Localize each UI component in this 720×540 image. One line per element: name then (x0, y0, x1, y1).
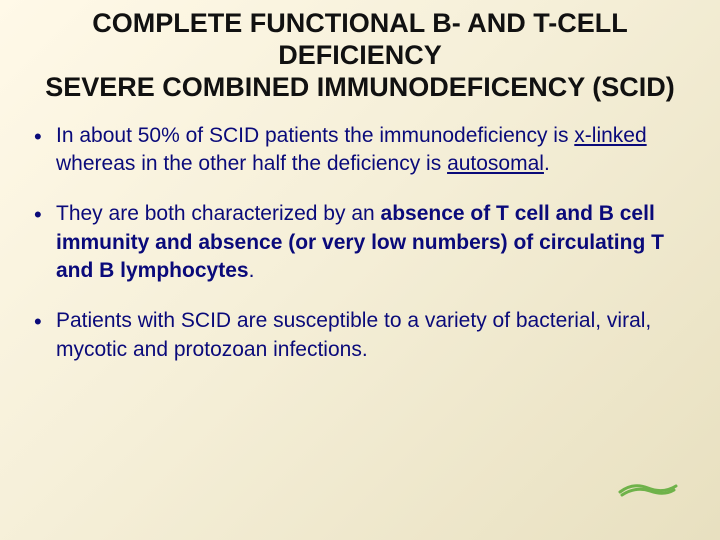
bullet-text: . (249, 259, 255, 282)
bullet-text: . (544, 152, 550, 175)
bullet-text: They are both characterized by an (56, 202, 381, 225)
underlined-term: autosomal (447, 152, 544, 175)
title-line-2: SEVERE COMBINED IMMUNODEFICENCY (SCID) (45, 72, 675, 102)
slide-title: COMPLETE FUNCTIONAL B- AND T-CELL DEFICI… (30, 8, 690, 104)
underlined-term: x-linked (574, 124, 646, 147)
list-item: In about 50% of SCID patients the immuno… (30, 122, 690, 179)
list-item: Patients with SCID are susceptible to a … (30, 307, 690, 364)
annotation-scribble-icon (618, 478, 678, 498)
bullet-text: whereas in the other half the deficiency… (56, 152, 447, 175)
bullet-list: In about 50% of SCID patients the immuno… (30, 122, 690, 364)
title-line-1: COMPLETE FUNCTIONAL B- AND T-CELL DEFICI… (92, 8, 627, 70)
list-item: They are both characterized by an absenc… (30, 200, 690, 285)
bullet-text: Patients with SCID are susceptible to a … (56, 309, 651, 360)
bullet-text: In about 50% of SCID patients the immuno… (56, 124, 574, 147)
